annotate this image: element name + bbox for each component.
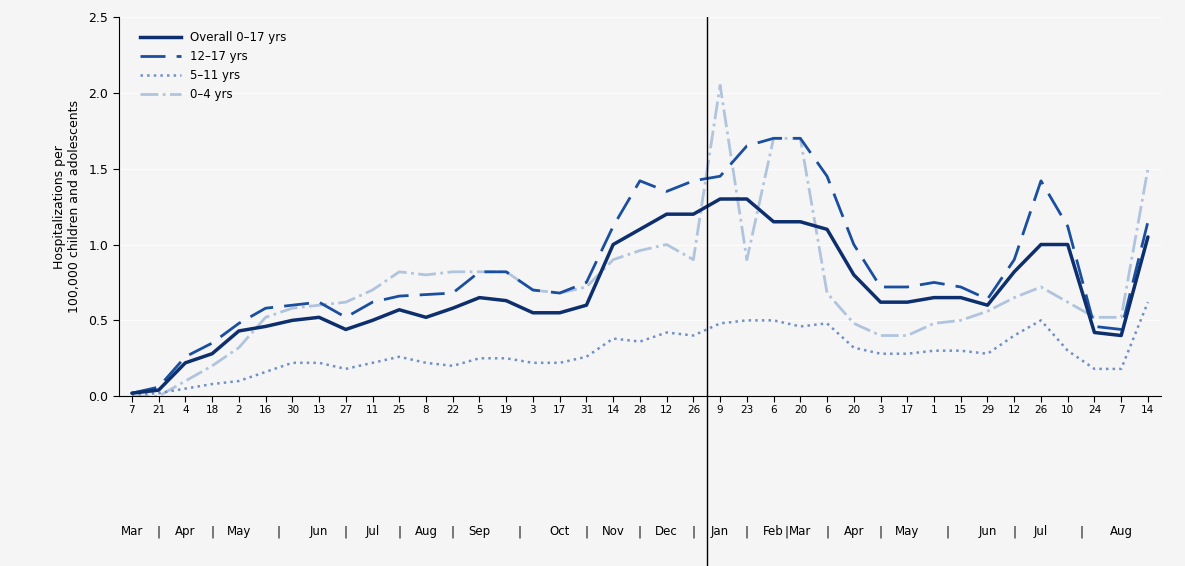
Text: |: | bbox=[397, 525, 402, 538]
Text: Mar: Mar bbox=[121, 525, 143, 538]
Text: Jul: Jul bbox=[1033, 525, 1048, 538]
Text: |: | bbox=[745, 525, 749, 538]
Text: Jun: Jun bbox=[309, 525, 328, 538]
Text: |: | bbox=[450, 525, 455, 538]
Text: |: | bbox=[277, 525, 281, 538]
Text: |: | bbox=[691, 525, 696, 538]
Text: Aug: Aug bbox=[1109, 525, 1133, 538]
Text: Nov: Nov bbox=[602, 525, 624, 538]
Text: Aug: Aug bbox=[415, 525, 437, 538]
Text: Jul: Jul bbox=[365, 525, 379, 538]
Text: |: | bbox=[344, 525, 347, 538]
Legend: Overall 0–17 yrs, 12–17 yrs, 5–11 yrs, 0–4 yrs: Overall 0–17 yrs, 12–17 yrs, 5–11 yrs, 0… bbox=[135, 27, 292, 106]
Text: Feb: Feb bbox=[763, 525, 784, 538]
Text: |: | bbox=[1012, 525, 1017, 538]
Text: |: | bbox=[946, 525, 949, 538]
Text: |: | bbox=[210, 525, 214, 538]
Text: |: | bbox=[518, 525, 521, 538]
Text: |: | bbox=[784, 525, 789, 538]
Text: |: | bbox=[825, 525, 830, 538]
Text: May: May bbox=[226, 525, 251, 538]
Text: Apr: Apr bbox=[175, 525, 196, 538]
Text: |: | bbox=[878, 525, 883, 538]
Text: Dec: Dec bbox=[655, 525, 678, 538]
Text: |: | bbox=[156, 525, 161, 538]
Text: Oct: Oct bbox=[550, 525, 570, 538]
Text: Apr: Apr bbox=[844, 525, 864, 538]
Text: |: | bbox=[584, 525, 589, 538]
Text: |: | bbox=[1080, 525, 1083, 538]
Text: Sep: Sep bbox=[468, 525, 491, 538]
Text: |: | bbox=[638, 525, 642, 538]
Text: Jan: Jan bbox=[711, 525, 729, 538]
Text: Jun: Jun bbox=[979, 525, 997, 538]
Text: May: May bbox=[895, 525, 920, 538]
Y-axis label: Hospitalizations per
100,000 children and adolescents: Hospitalizations per 100,000 children an… bbox=[53, 100, 81, 313]
Text: Mar: Mar bbox=[789, 525, 812, 538]
